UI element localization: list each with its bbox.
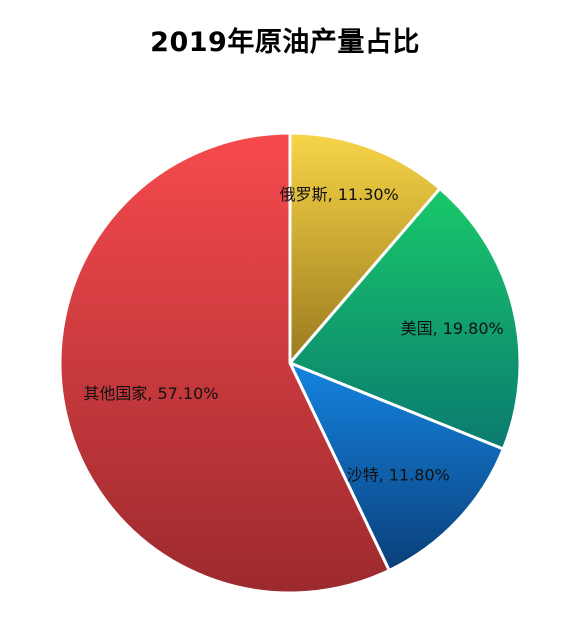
pie-slice-0 (288, 131, 442, 365)
pie-slices (58, 131, 522, 595)
pie-slice-label-3: 其他国家, 57.10% (83, 384, 218, 403)
pie-slice-1 (288, 187, 522, 451)
pie-slice-label-2: 沙特, 11.80% (347, 465, 450, 484)
pie-slice-2 (288, 361, 505, 572)
pie-slice-label-0: 俄罗斯, 11.30% (280, 185, 399, 204)
pie-labels: 俄罗斯, 11.30% 美国, 19.80% 沙特, 11.80% 其他国家, 57.… (83, 185, 503, 485)
pie-slice-label-1: 美国, 19.80% (401, 319, 504, 338)
chart-title: 2019年原油产量占比 (150, 27, 420, 58)
pie-slice-3 (58, 131, 391, 595)
